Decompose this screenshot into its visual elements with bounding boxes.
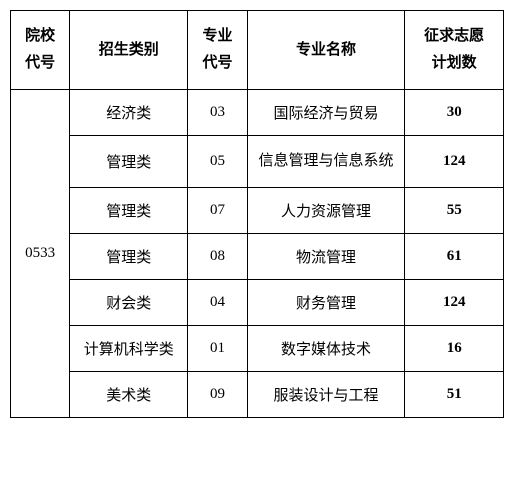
table-row: 美术类 09 服装设计与工程 51 bbox=[11, 372, 504, 418]
cell-school-code: 0533 bbox=[11, 90, 70, 418]
cell-plan-count: 16 bbox=[405, 326, 504, 372]
cell-category: 计算机科学类 bbox=[70, 326, 188, 372]
cell-major-code: 01 bbox=[188, 326, 247, 372]
cell-category: 经济类 bbox=[70, 90, 188, 136]
cell-major-name: 服装设计与工程 bbox=[247, 372, 405, 418]
header-major-code: 专业代号 bbox=[188, 11, 247, 90]
cell-major-code: 09 bbox=[188, 372, 247, 418]
cell-major-name: 财务管理 bbox=[247, 280, 405, 326]
cell-major-name: 国际经济与贸易 bbox=[247, 90, 405, 136]
header-category: 招生类别 bbox=[70, 11, 188, 90]
cell-major-name: 数字媒体技术 bbox=[247, 326, 405, 372]
cell-major-name: 信息管理与信息系统 bbox=[247, 136, 405, 188]
cell-category: 管理类 bbox=[70, 188, 188, 234]
cell-major-code: 05 bbox=[188, 136, 247, 188]
cell-major-code: 07 bbox=[188, 188, 247, 234]
cell-plan-count: 124 bbox=[405, 136, 504, 188]
table-row: 0533 经济类 03 国际经济与贸易 30 bbox=[11, 90, 504, 136]
table-body: 0533 经济类 03 国际经济与贸易 30 管理类 05 信息管理与信息系统 … bbox=[11, 90, 504, 418]
table-row: 财会类 04 财务管理 124 bbox=[11, 280, 504, 326]
cell-plan-count: 51 bbox=[405, 372, 504, 418]
cell-major-name: 物流管理 bbox=[247, 234, 405, 280]
table-row: 管理类 05 信息管理与信息系统 124 bbox=[11, 136, 504, 188]
cell-major-name: 人力资源管理 bbox=[247, 188, 405, 234]
cell-plan-count: 124 bbox=[405, 280, 504, 326]
table-row: 计算机科学类 01 数字媒体技术 16 bbox=[11, 326, 504, 372]
cell-major-code: 03 bbox=[188, 90, 247, 136]
cell-plan-count: 30 bbox=[405, 90, 504, 136]
cell-category: 财会类 bbox=[70, 280, 188, 326]
admissions-table: 院校代号 招生类别 专业代号 专业名称 征求志愿计划数 0533 经济类 03 … bbox=[10, 10, 504, 418]
cell-plan-count: 55 bbox=[405, 188, 504, 234]
header-plan-count: 征求志愿计划数 bbox=[405, 11, 504, 90]
table-row: 管理类 08 物流管理 61 bbox=[11, 234, 504, 280]
cell-category: 美术类 bbox=[70, 372, 188, 418]
cell-category: 管理类 bbox=[70, 234, 188, 280]
cell-plan-count: 61 bbox=[405, 234, 504, 280]
cell-category: 管理类 bbox=[70, 136, 188, 188]
cell-major-code: 04 bbox=[188, 280, 247, 326]
header-major-name: 专业名称 bbox=[247, 11, 405, 90]
cell-major-code: 08 bbox=[188, 234, 247, 280]
table-header-row: 院校代号 招生类别 专业代号 专业名称 征求志愿计划数 bbox=[11, 11, 504, 90]
table-row: 管理类 07 人力资源管理 55 bbox=[11, 188, 504, 234]
header-school-code: 院校代号 bbox=[11, 11, 70, 90]
